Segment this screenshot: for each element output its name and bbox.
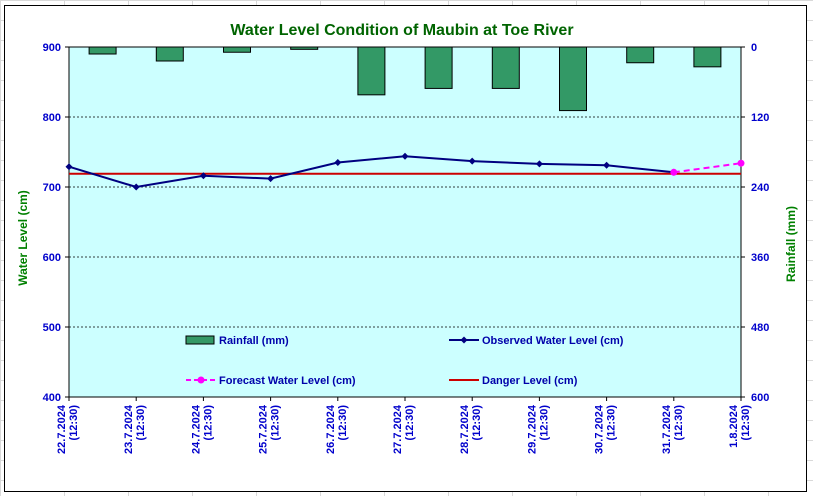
y-axis-title: Water Level (cm): [16, 190, 30, 286]
chart-title: Water Level Condition of Maubin at Toe R…: [230, 22, 573, 39]
forecast-water-level-line: [673, 162, 742, 174]
x-tick-time: (12:30): [202, 405, 214, 441]
x-tick-time: (12:30): [68, 405, 80, 441]
y-tick-label: 400: [43, 392, 61, 404]
x-tick-time: (12:30): [606, 405, 618, 441]
x-tick-time: (12:30): [538, 405, 550, 441]
legend: Rainfall (mm) Observed Water Level (cm) Fo…: [185, 335, 624, 387]
plot-area: [68, 46, 742, 398]
y-axis-right: 0 120 240 360 480 600: [741, 42, 769, 404]
y-tick-label: 900: [43, 42, 61, 54]
y2-tick-label: 240: [751, 182, 769, 194]
x-tick-date: 29.7.2024: [526, 404, 538, 454]
gridlines: [69, 46, 741, 328]
x-tick-label: 22.7.2024 (12:30): [56, 404, 80, 454]
rainfall-bar: [693, 46, 722, 68]
forecast-point: [670, 168, 678, 176]
x-tick-date: 23.7.2024: [123, 404, 135, 454]
x-tick-time: (12:30): [673, 405, 685, 441]
observed-point: [65, 163, 73, 171]
y2-tick-label: 360: [751, 252, 769, 264]
x-tick-date: 27.7.2024: [392, 404, 404, 454]
x-tick-label: 26.7.2024 (12:30): [325, 404, 349, 454]
x-tick-time: (12:30): [337, 405, 349, 441]
observed-point: [267, 175, 275, 183]
y2-axis-title: Rainfall (mm): [784, 206, 798, 282]
x-tick-time: (12:30): [740, 405, 752, 441]
rainfall-bar: [155, 46, 184, 62]
y2-tick-label: 120: [751, 112, 769, 124]
y-tick-label: 600: [43, 252, 61, 264]
legend-rainfall-swatch: [185, 335, 215, 345]
x-tick-time: (12:30): [471, 405, 483, 441]
x-tick-date: 30.7.2024: [594, 404, 606, 454]
forecast-point: [737, 159, 745, 167]
rainfall-bar: [357, 46, 386, 96]
x-tick-label: 24.7.2024 (12:30): [190, 404, 214, 454]
legend-label: Rainfall (mm): [219, 335, 289, 347]
legend-marker: [197, 376, 205, 384]
rainfall-bar: [424, 46, 453, 89]
observed-point: [603, 161, 611, 169]
x-tick-date: 1.8.2024: [728, 404, 740, 448]
x-tick-label: 31.7.2024 (12:30): [661, 404, 685, 454]
observed-point: [535, 160, 543, 168]
x-tick-label: 27.7.2024 (12:30): [392, 404, 416, 454]
x-tick-time: (12:30): [404, 405, 416, 441]
x-tick-label: 29.7.2024 (12:30): [526, 404, 550, 454]
y-axis-left: 900 800 700 600 500 400: [43, 42, 69, 404]
legend-label: Forecast Water Level (cm): [219, 375, 356, 387]
rainfall-bar: [88, 46, 117, 55]
x-tick-date: 24.7.2024: [190, 404, 202, 454]
x-axis: 22.7.2024 (12:30) 23.7.2024 (12:30) 24.7.202…: [56, 397, 752, 454]
x-tick-label: 1.8.2024 (12:30): [728, 404, 752, 448]
y2-tick-label: 600: [751, 392, 769, 404]
legend-label: Danger Level (cm): [482, 375, 578, 387]
y-tick-label: 500: [43, 322, 61, 334]
rainfall-bar: [290, 46, 319, 50]
y2-tick-label: 480: [751, 322, 769, 334]
x-tick-date: 31.7.2024: [661, 404, 673, 454]
x-tick-date: 28.7.2024: [459, 404, 471, 454]
rainfall-bar: [223, 46, 251, 53]
rainfall-bar: [491, 46, 520, 89]
legend-label: Observed Water Level (cm): [482, 335, 624, 347]
rainfall-bars: [88, 46, 722, 112]
y-tick-label: 800: [43, 112, 61, 124]
x-tick-time: (12:30): [135, 405, 147, 441]
observed-point: [468, 157, 476, 165]
observed-point: [199, 172, 207, 180]
x-tick-label: 30.7.2024 (12:30): [594, 404, 618, 454]
x-tick-date: 26.7.2024: [325, 404, 337, 454]
y-tick-label: 700: [43, 182, 61, 194]
series-lines: [65, 152, 745, 191]
y2-tick-label: 0: [751, 42, 757, 54]
x-tick-time: (12:30): [270, 405, 282, 441]
observed-point: [334, 159, 342, 166]
x-tick-label: 28.7.2024 (12:30): [459, 404, 483, 454]
x-tick-label: 23.7.2024 (12:30): [123, 404, 147, 454]
rainfall-bar: [626, 46, 655, 64]
x-tick-label: 25.7.2024 (12:30): [258, 404, 282, 454]
observed-point: [132, 183, 140, 191]
observed-point: [401, 152, 409, 160]
observed-water-level-line: [68, 155, 674, 189]
rainfall-bar: [559, 46, 587, 112]
x-tick-date: 25.7.2024: [258, 404, 270, 454]
legend-marker: [460, 336, 468, 344]
x-tick-date: 22.7.2024: [56, 404, 68, 454]
